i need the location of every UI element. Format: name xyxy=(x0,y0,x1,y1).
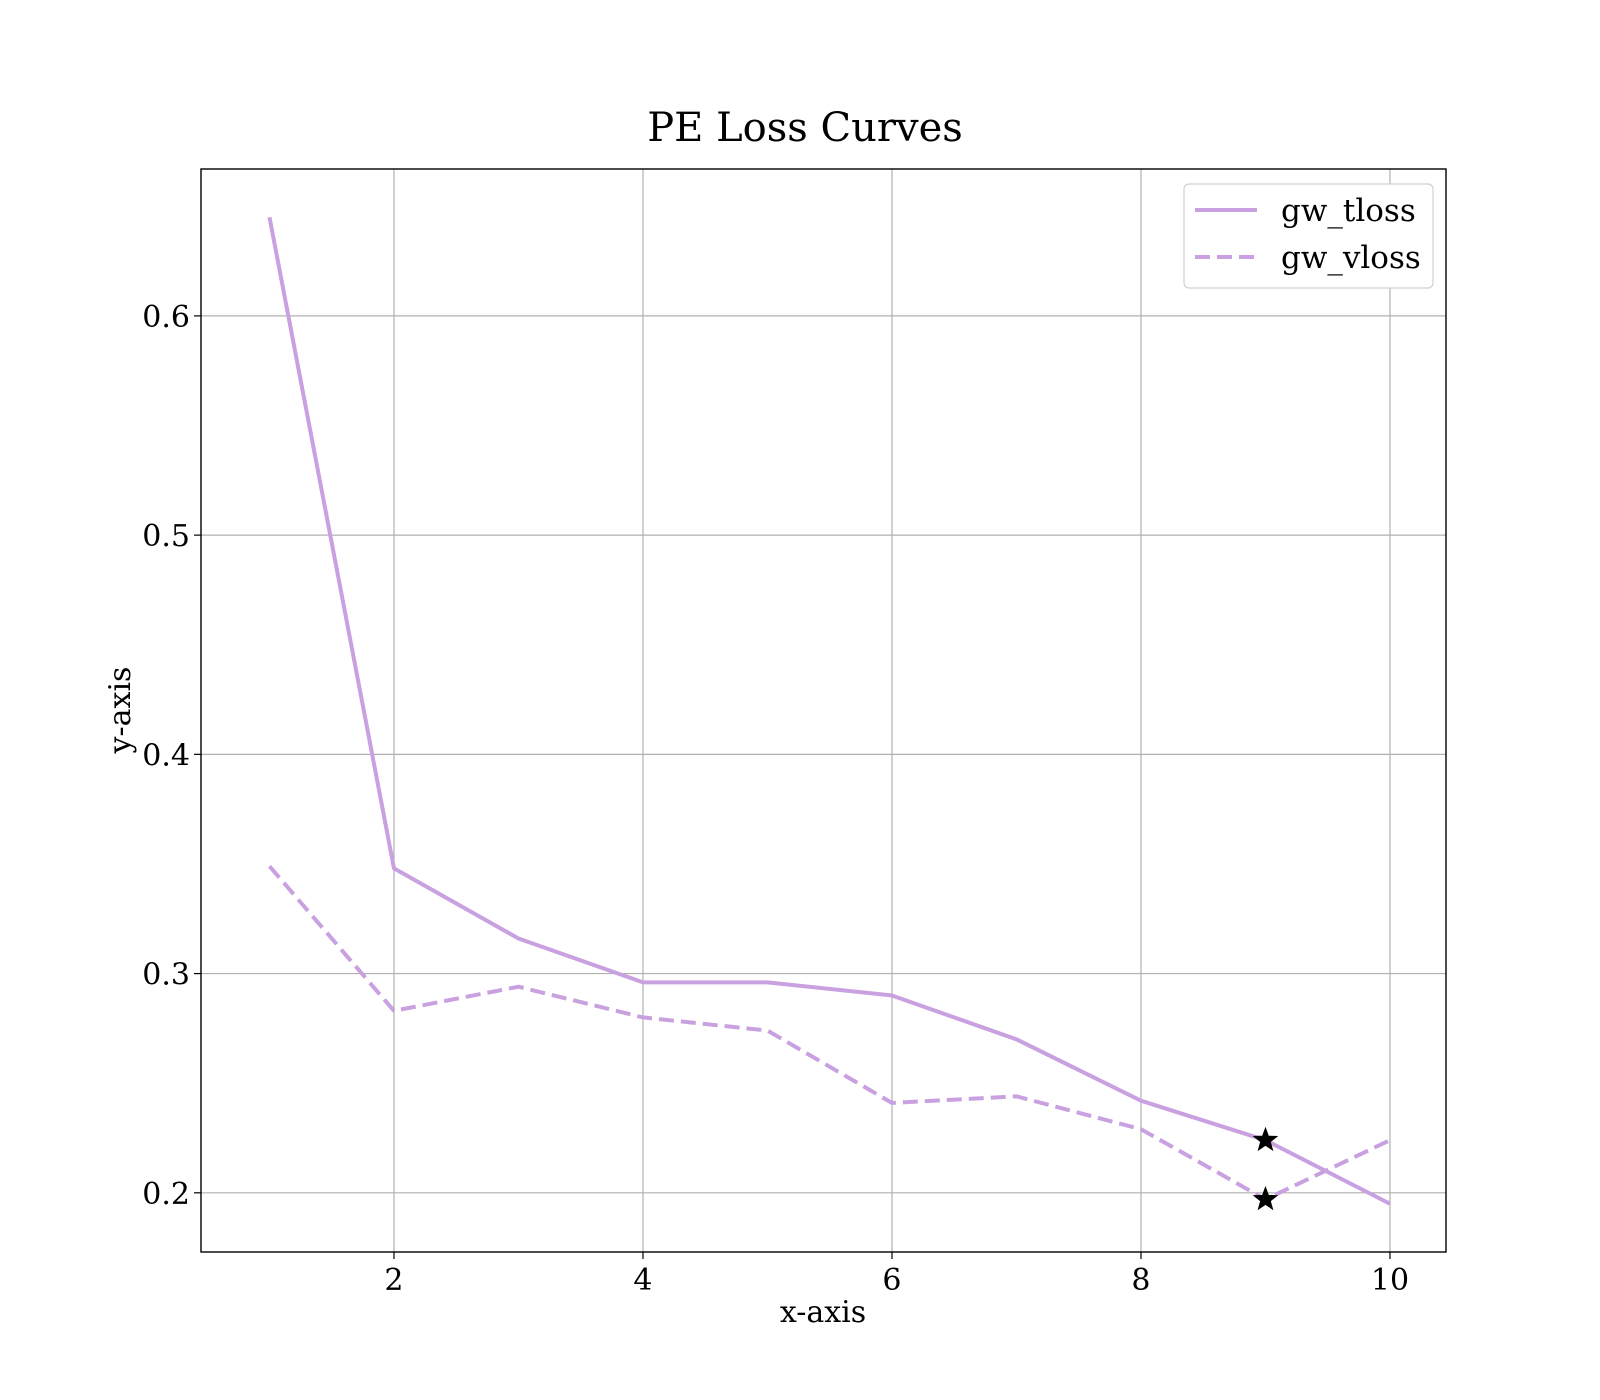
x-tick-label: 8 xyxy=(1131,1263,1150,1298)
best-point-star-gw-tloss xyxy=(1252,1126,1279,1152)
y-tick-label: 0.4 xyxy=(142,738,190,773)
ticks: 2 4 6 8 10 0.2 0.3 0.4 0.5 0.6 xyxy=(142,300,1409,1298)
legend-label-gw-tloss: gw_tloss xyxy=(1281,193,1416,229)
plot-frame xyxy=(200,168,1447,1253)
x-axis-label: x-axis xyxy=(780,1295,866,1330)
best-point-star-gw-vloss xyxy=(1252,1185,1279,1211)
legend-label-gw-vloss: gw_vloss xyxy=(1281,240,1421,276)
series-layer xyxy=(267,216,1391,1206)
y-tick-label: 0.2 xyxy=(142,1177,190,1212)
x-tick-label: 4 xyxy=(633,1263,652,1298)
y-axis-label: y-axis xyxy=(103,667,138,755)
chart-title: PE Loss Curves xyxy=(647,105,963,151)
x-tick-label: 2 xyxy=(384,1263,403,1298)
grid xyxy=(201,169,1446,1252)
y-tick-label: 0.3 xyxy=(142,958,190,993)
y-tick-label: 0.5 xyxy=(142,519,190,554)
y-tick-label: 0.6 xyxy=(142,300,190,335)
series-line-gw-tloss xyxy=(267,216,1391,1206)
marker-layer xyxy=(1252,1126,1279,1211)
x-tick-label: 10 xyxy=(1371,1263,1409,1298)
x-tick-label: 6 xyxy=(882,1263,901,1298)
legend: gw_tloss gw_vloss xyxy=(1183,183,1434,289)
series-line-gw-vloss xyxy=(267,864,1391,1202)
